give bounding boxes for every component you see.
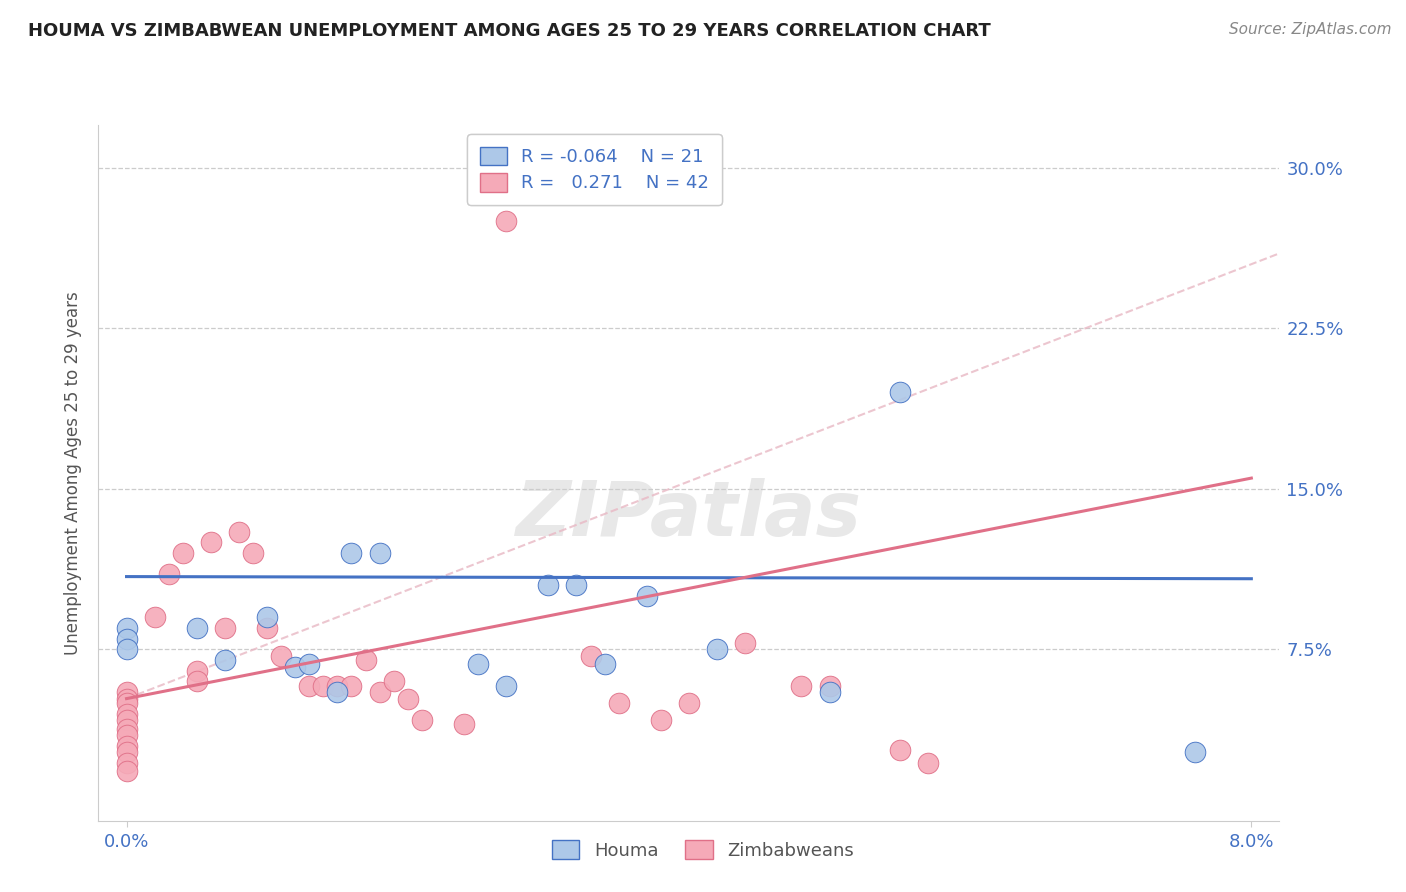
Point [340, 546, 363, 560]
Point [115, 756, 138, 770]
Point [607, 696, 630, 710]
Point [214, 653, 236, 667]
Point [115, 745, 138, 759]
Point [368, 685, 391, 699]
Point [340, 679, 363, 693]
Point [889, 385, 911, 400]
Point [326, 685, 349, 699]
Point [354, 653, 377, 667]
Text: ZIPatlas: ZIPatlas [516, 477, 862, 551]
Point [214, 621, 236, 635]
Point [818, 679, 841, 693]
Point [200, 535, 222, 549]
Point [186, 664, 208, 678]
Point [115, 642, 138, 657]
Legend: R = -0.064    N = 21, R =   0.271    N = 42: R = -0.064 N = 21, R = 0.271 N = 42 [467, 134, 721, 205]
Point [115, 696, 138, 710]
Point [565, 578, 588, 592]
Point [298, 657, 321, 672]
Point [678, 696, 700, 710]
Point [115, 764, 138, 779]
Legend: Houma, Zimbabweans: Houma, Zimbabweans [538, 826, 868, 874]
Point [256, 610, 278, 624]
Point [115, 728, 138, 742]
Point [411, 713, 433, 727]
Point [650, 713, 672, 727]
Point [228, 524, 250, 539]
Point [284, 659, 307, 673]
Point [115, 632, 138, 646]
Point [467, 657, 489, 672]
Point [115, 706, 138, 721]
Point [172, 546, 194, 560]
Point [706, 642, 728, 657]
Point [396, 691, 419, 706]
Y-axis label: Unemployment Among Ages 25 to 29 years: Unemployment Among Ages 25 to 29 years [65, 291, 83, 655]
Point [256, 621, 278, 635]
Point [115, 713, 138, 727]
Point [115, 722, 138, 736]
Point [593, 657, 616, 672]
Point [382, 674, 405, 689]
Point [1184, 745, 1206, 759]
Point [917, 756, 939, 770]
Point [157, 567, 180, 582]
Point [115, 621, 138, 635]
Point [186, 621, 208, 635]
Point [537, 578, 560, 592]
Point [579, 648, 602, 663]
Point [495, 679, 517, 693]
Point [889, 743, 911, 757]
Point [453, 717, 475, 731]
Point [186, 674, 208, 689]
Point [636, 589, 658, 603]
Text: Source: ZipAtlas.com: Source: ZipAtlas.com [1229, 22, 1392, 37]
Text: HOUMA VS ZIMBABWEAN UNEMPLOYMENT AMONG AGES 25 TO 29 YEARS CORRELATION CHART: HOUMA VS ZIMBABWEAN UNEMPLOYMENT AMONG A… [28, 22, 991, 40]
Point [495, 214, 517, 228]
Point [298, 679, 321, 693]
Point [115, 739, 138, 753]
Point [326, 679, 349, 693]
Point [242, 546, 264, 560]
Point [368, 546, 391, 560]
Point [143, 610, 166, 624]
Point [115, 691, 138, 706]
Point [734, 636, 756, 650]
Point [818, 685, 841, 699]
Point [115, 685, 138, 699]
Point [312, 679, 335, 693]
Point [270, 648, 292, 663]
Point [790, 679, 813, 693]
